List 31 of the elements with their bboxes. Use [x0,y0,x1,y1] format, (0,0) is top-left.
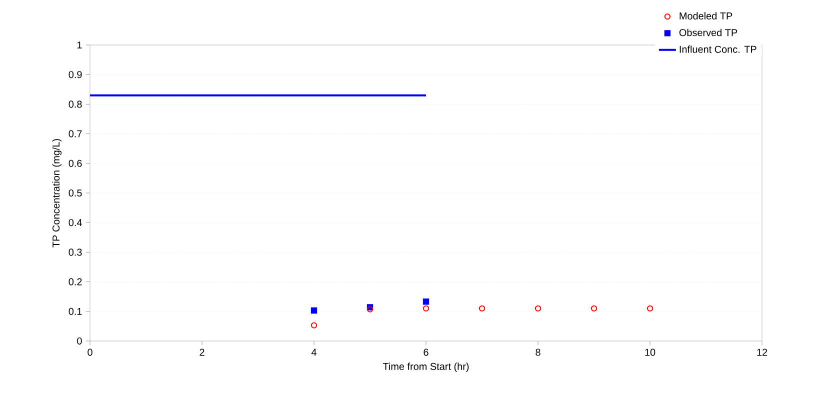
point [478,305,486,312]
legend-label: Observed TP [679,28,738,36]
y-tick-label: 0.2 [68,278,82,286]
y-tick-label: 0.9 [68,71,82,78]
x-tick-label: 0 [88,348,92,356]
point [422,298,430,305]
legend-label: Influent Conc. TP [680,46,756,53]
x-tick-label: 8 [536,348,540,356]
x-axis-title: Time from Start (hr) [382,362,469,372]
y-tick-label: 0.6 [68,160,82,167]
x-tick-label: 2 [200,348,204,356]
x-tick-label: 10 [645,348,656,356]
point [310,307,318,314]
y-tick-label: 0.7 [68,130,82,138]
y-tick-label: 0.4 [68,219,82,226]
point [590,305,598,312]
y-tick-label: 0.3 [68,248,82,256]
x-tick-label: 6 [424,348,428,356]
point [422,305,430,312]
point [534,305,542,312]
x-tick-label: 4 [311,348,316,356]
y-tick-label: 0.8 [68,100,82,108]
point [310,322,318,328]
y-tick-label: 0.1 [68,308,82,315]
y-tick-label: 1 [77,42,82,48]
y-tick-label: 0 [77,337,82,345]
y-tick-label: 0.5 [68,189,82,197]
y-axis-title: TP Concentration (mg/L) [52,139,62,248]
legend-label: Modeled TP [680,12,732,20]
point [646,305,654,312]
x-tick-label: 12 [757,348,768,356]
